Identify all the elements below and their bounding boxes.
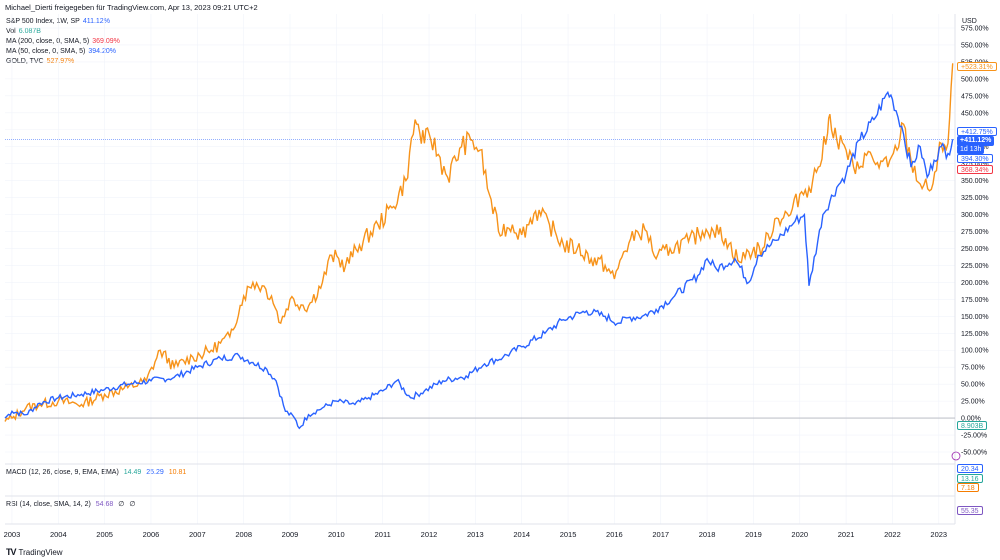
- legend-row-vol[interactable]: Vol 6.087B: [6, 27, 41, 37]
- legend-label: S&P 500 Index, 1W, SP: [6, 18, 80, 25]
- y-tick-label: 225.00%: [961, 263, 989, 270]
- legend-value: 394.20%: [88, 48, 117, 55]
- x-tick-label: 2008: [235, 530, 252, 539]
- macd-value-1: 14.49: [123, 469, 142, 476]
- rsi-value-2: ∅: [118, 501, 125, 508]
- x-tick-label: 2016: [606, 530, 623, 539]
- time-axis: 2003 2004 2005 2006 2007 2008 2009 2010 2011 2012…: [4, 530, 948, 539]
- macd-badge-2: 13.16: [957, 474, 983, 483]
- ma-price-badge: +412.75%: [957, 127, 997, 136]
- x-tick-label: 2005: [96, 530, 113, 539]
- spx-price-badge: +411.12%: [957, 136, 995, 146]
- y-tick-label: 125.00%: [961, 331, 989, 338]
- x-tick-label: 2014: [513, 530, 530, 539]
- x-tick-label: 2006: [143, 530, 160, 539]
- y-tick-label: 450.00%: [961, 110, 989, 117]
- currency-label: USD: [962, 18, 977, 25]
- tradingview-logo-icon: TV: [6, 547, 16, 557]
- legend-value: 411.12%: [82, 18, 110, 25]
- y-tick-label: -50.00%: [961, 450, 987, 457]
- macd-value-2: 25.29: [146, 469, 164, 476]
- y-tick-label: -25.00%: [961, 433, 987, 440]
- y-tick-label: 175.00%: [961, 297, 989, 304]
- x-tick-label: 2012: [421, 530, 438, 539]
- y-tick-label: 275.00%: [961, 229, 989, 236]
- volume-badge: 8.903B: [957, 421, 988, 430]
- x-tick-label: 2013: [467, 530, 484, 539]
- rsi-label: RSI (14, close, SMA, 14, 2): [6, 501, 91, 508]
- legend-row-spx[interactable]: S&P 500 Index, 1W, SP 411.12%: [6, 17, 110, 27]
- y-tick-label: 100.00%: [961, 348, 989, 355]
- macd-value-3: 10.81: [168, 469, 187, 476]
- x-tick-label: 2003: [4, 530, 21, 539]
- spx-series-line: [4, 90, 954, 430]
- y-tick-label: 75.00%: [961, 365, 985, 372]
- legend-label: MA (200, close, 0, SMA, 5): [6, 38, 90, 45]
- y-tick-label: 375.00%: [961, 161, 989, 168]
- tradingview-brand[interactable]: TV TradingView: [6, 547, 63, 557]
- legend-row-gold[interactable]: GOLD, TVC 527.97%: [6, 57, 74, 67]
- alert-circle-icon: [951, 451, 961, 461]
- y-tick-label: 350.00%: [961, 178, 989, 185]
- rsi-value-3: ∅: [129, 501, 136, 508]
- y-tick-label: 500.00%: [961, 76, 989, 83]
- x-tick-label: 2015: [560, 530, 577, 539]
- x-tick-label: 2018: [699, 530, 716, 539]
- price-axis: 575.00%550.00%525.00%500.00%475.00%450.0…: [961, 26, 989, 457]
- y-tick-label: 250.00%: [961, 246, 989, 253]
- y-tick-label: 575.00%: [961, 26, 989, 33]
- x-tick-label: 2017: [652, 530, 669, 539]
- y-tick-label: 25.00%: [961, 399, 985, 406]
- ma50-price-badge: 394.30%: [957, 154, 993, 163]
- legend-value: 6.087B: [18, 28, 41, 35]
- x-tick-label: 2020: [791, 530, 808, 539]
- legend-label: Vol: [6, 28, 16, 35]
- y-tick-label: 475.00%: [961, 93, 989, 100]
- legend-value: 527.97%: [46, 58, 75, 65]
- y-tick-label: 300.00%: [961, 212, 989, 219]
- legend-row-ma200[interactable]: MA (200, close, 0, SMA, 5) 369.09%: [6, 37, 120, 47]
- spx-countdown-badge: 1d 13h: [957, 145, 985, 154]
- macd-badge-1: 20.34: [957, 464, 983, 473]
- x-tick-label: 2004: [50, 530, 67, 539]
- y-tick-label: 200.00%: [961, 280, 989, 287]
- shared-by-header: Michael_Dierti freigegeben für TradingVi…: [5, 3, 258, 12]
- gold-series-line: [4, 63, 954, 422]
- x-tick-label: 2023: [930, 530, 947, 539]
- macd-legend[interactable]: MACD (12, 26, close, 9, EMA, EMA) 14.49 …: [6, 468, 186, 478]
- y-tick-label: 50.00%: [961, 382, 985, 389]
- ma200-price-badge: 368.34%: [957, 165, 993, 174]
- legend-label: MA (50, close, 0, SMA, 5): [6, 48, 86, 55]
- x-tick-label: 2011: [375, 530, 391, 539]
- macd-badge-3: 7.18: [957, 483, 979, 492]
- x-tick-label: 2022: [884, 530, 901, 539]
- legend-row-ma50[interactable]: MA (50, close, 0, SMA, 5) 394.20%: [6, 47, 116, 57]
- x-tick-label: 2019: [745, 530, 762, 539]
- brand-name: TradingView: [18, 547, 63, 557]
- x-tick-label: 2007: [189, 530, 206, 539]
- gold-price-badge: +523.31%: [957, 62, 997, 71]
- legend-label: GOLD, TVC: [6, 58, 44, 65]
- y-tick-label: 0.00%: [961, 416, 981, 423]
- y-tick-label: 150.00%: [961, 314, 989, 321]
- x-tick-label: 2009: [282, 530, 299, 539]
- macd-label: MACD (12, 26, close, 9, EMA, EMA): [6, 469, 119, 476]
- y-tick-label: 550.00%: [961, 42, 989, 49]
- x-tick-label: 2021: [838, 530, 855, 539]
- y-tick-label: 325.00%: [961, 195, 989, 202]
- x-tick-label: 2010: [328, 530, 345, 539]
- legend-value: 369.09%: [92, 38, 120, 45]
- rsi-badge: 55.35: [957, 506, 983, 515]
